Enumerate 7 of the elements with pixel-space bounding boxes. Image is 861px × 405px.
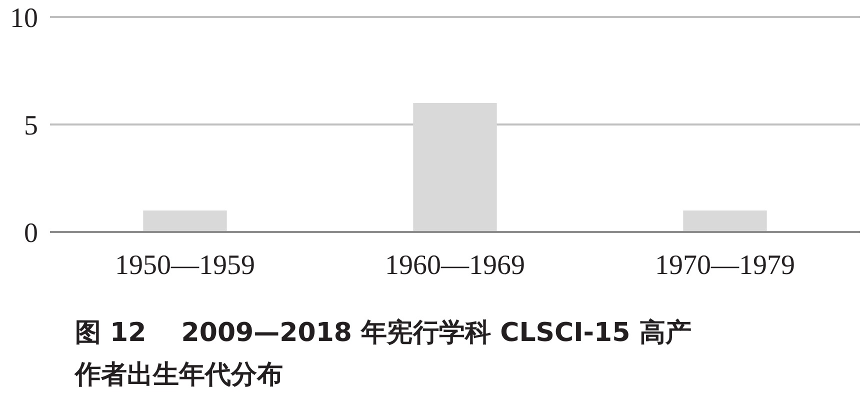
y-tick-label: 0	[24, 218, 38, 249]
text: 图 12 2009—2018 年宪行学科 CLSCI-15 高产作者出生年代分布	[75, 317, 692, 392]
x-tick-label: 1960—1969	[385, 250, 525, 281]
y-tick-label: 5	[24, 110, 38, 142]
x-tick-label: 1950—1959	[115, 250, 255, 281]
x-tick-label: 1970—1979	[655, 250, 795, 281]
y-tick-label: 10	[10, 3, 38, 34]
